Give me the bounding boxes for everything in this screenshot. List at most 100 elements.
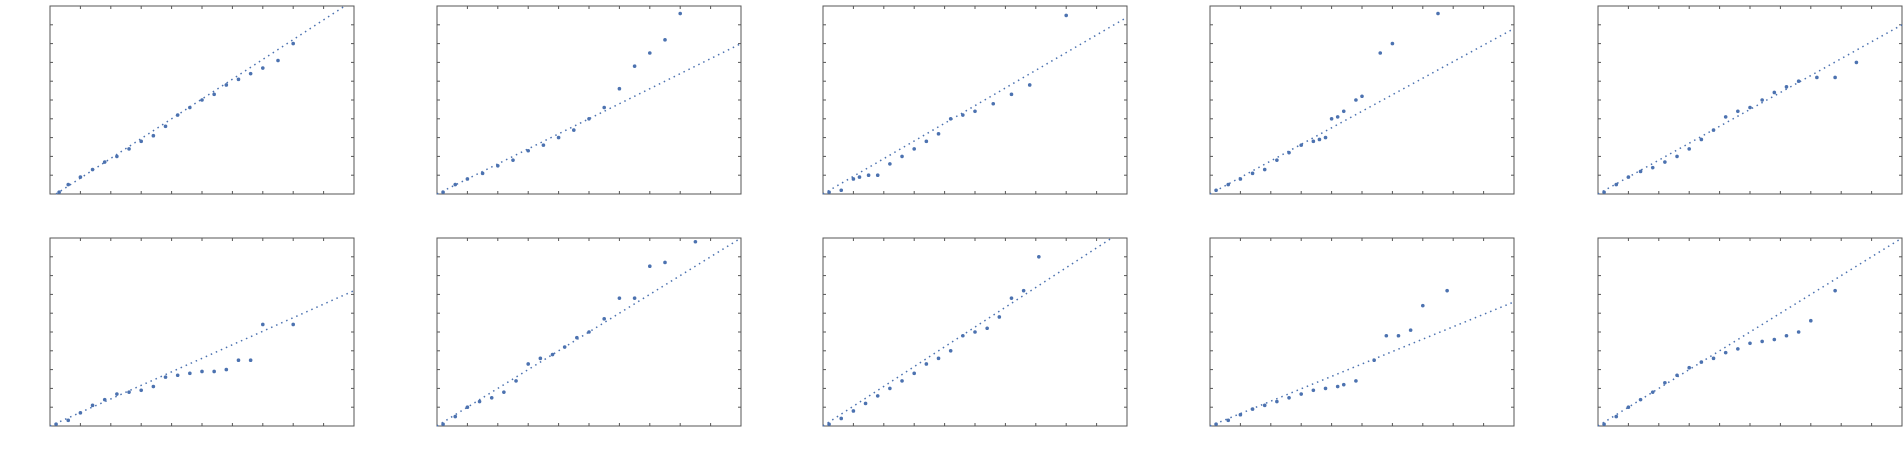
data-point	[511, 158, 515, 162]
data-point	[1650, 165, 1655, 170]
data-point	[541, 143, 546, 147]
data-point	[163, 375, 168, 379]
data-point	[1037, 254, 1041, 259]
data-point	[648, 264, 652, 269]
data-point	[602, 317, 606, 321]
data-point	[1378, 51, 1383, 55]
data-point	[575, 335, 579, 340]
data-point	[875, 394, 880, 398]
data-point	[1638, 169, 1643, 174]
data-point	[465, 405, 470, 410]
data-point	[1009, 296, 1014, 300]
panel	[49, 5, 355, 195]
data-point	[224, 367, 229, 372]
data-point	[538, 356, 543, 361]
data-point	[924, 139, 929, 144]
reference-line	[1209, 27, 1515, 195]
data-point	[912, 147, 916, 151]
reference-line	[55, 5, 346, 195]
data-point	[1396, 333, 1401, 338]
data-point	[1699, 360, 1704, 364]
data-point	[1687, 365, 1691, 370]
data-point	[1335, 384, 1340, 389]
data-point	[1421, 303, 1425, 308]
data-point	[617, 86, 622, 91]
data-point	[1736, 347, 1740, 351]
data-point	[1711, 356, 1716, 361]
data-point	[550, 352, 555, 357]
data-point	[1329, 117, 1334, 121]
data-point	[1638, 397, 1643, 402]
data-point	[1626, 405, 1631, 410]
data-point	[115, 392, 119, 396]
data-point	[212, 92, 216, 97]
data-point	[1250, 407, 1255, 411]
data-point	[1711, 128, 1716, 132]
data-point	[556, 135, 561, 140]
data-point	[1341, 382, 1346, 387]
data-point	[1390, 41, 1395, 46]
panel	[49, 237, 355, 427]
plot-frame	[1209, 5, 1515, 195]
data-point	[827, 422, 831, 426]
data-point	[839, 188, 844, 193]
data-point	[1275, 158, 1279, 162]
data-point	[1021, 288, 1026, 293]
data-point	[1238, 412, 1243, 417]
plot-frame	[1209, 237, 1515, 427]
data-point	[961, 113, 965, 117]
data-point	[1833, 288, 1837, 293]
data-point	[175, 113, 180, 117]
plot-frame	[1597, 5, 1903, 195]
data-point	[236, 358, 241, 363]
data-point	[139, 139, 143, 144]
data-point	[102, 160, 107, 164]
data-point	[200, 98, 204, 102]
data-point	[1287, 150, 1291, 155]
data-point	[985, 326, 989, 331]
data-point	[291, 322, 296, 327]
data-point	[248, 358, 253, 363]
data-point	[1784, 85, 1789, 89]
data-point	[1614, 182, 1619, 187]
data-point	[888, 162, 892, 166]
data-point	[663, 38, 667, 42]
data-point	[1354, 98, 1358, 102]
reference-line	[1597, 237, 1903, 427]
data-point	[66, 182, 71, 187]
data-point	[1250, 171, 1255, 176]
data-point	[1663, 380, 1667, 385]
panel	[436, 5, 742, 195]
data-point	[276, 58, 280, 63]
data-point	[1772, 90, 1777, 95]
data-point	[1027, 83, 1032, 87]
data-point	[973, 109, 977, 114]
data-point	[200, 369, 204, 374]
data-point	[496, 164, 500, 168]
data-point	[163, 124, 168, 129]
data-point	[127, 147, 131, 151]
data-point	[900, 379, 904, 383]
data-point	[936, 356, 941, 361]
data-point	[863, 401, 868, 406]
data-point	[66, 418, 71, 423]
data-point	[489, 396, 494, 400]
data-point	[1323, 386, 1328, 391]
reference-line	[49, 289, 355, 427]
reference-line	[1597, 24, 1903, 195]
data-point	[1311, 388, 1316, 393]
data-point	[1317, 137, 1322, 142]
data-point	[102, 397, 107, 402]
data-point	[961, 333, 965, 338]
data-point	[1784, 333, 1789, 338]
data-point	[1009, 92, 1014, 97]
data-point	[973, 330, 977, 334]
data-point	[1723, 350, 1728, 355]
data-point	[1323, 135, 1328, 140]
panel	[1209, 5, 1515, 195]
data-point	[526, 148, 530, 153]
data-point	[90, 167, 95, 172]
data-point	[261, 66, 265, 70]
data-point	[261, 322, 265, 327]
